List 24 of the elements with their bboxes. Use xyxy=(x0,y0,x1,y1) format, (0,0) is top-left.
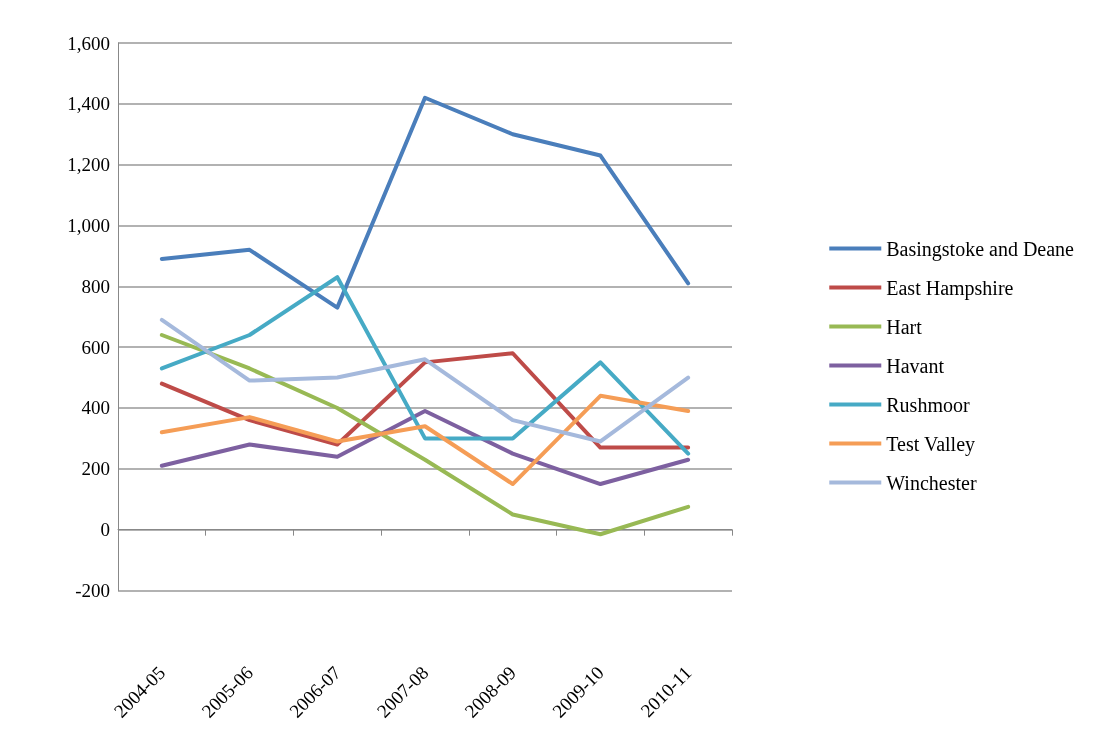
y-tick-label: 400 xyxy=(81,397,110,419)
line-series xyxy=(159,333,691,537)
legend-label: Rushmoor xyxy=(886,393,970,416)
y-tick-label: 800 xyxy=(81,275,110,297)
y-tick-label: 200 xyxy=(81,458,110,480)
y-tick-label: 600 xyxy=(81,336,110,358)
legend-label: Havant xyxy=(886,354,945,377)
legend-label: Winchester xyxy=(886,471,977,494)
legend-label: Hart xyxy=(886,315,923,338)
line-series xyxy=(159,275,691,456)
line-series xyxy=(159,95,691,310)
y-tick-label: -200 xyxy=(75,579,110,601)
line-series xyxy=(159,351,691,450)
line-series xyxy=(159,409,691,487)
y-tick-label: 0 xyxy=(100,519,110,541)
line-series xyxy=(159,317,691,444)
line-series xyxy=(159,393,691,487)
y-tick-label: 1,000 xyxy=(67,215,110,236)
y-tick-label: 1,200 xyxy=(67,154,110,176)
y-tick-label: 1,400 xyxy=(67,93,110,115)
legend-label: Test Valley xyxy=(886,432,976,456)
legend-label: Basingstoke and Deane xyxy=(886,237,1075,261)
legend-label: East Hampshire xyxy=(886,276,1014,300)
y-tick-label: 1,600 xyxy=(67,32,110,54)
